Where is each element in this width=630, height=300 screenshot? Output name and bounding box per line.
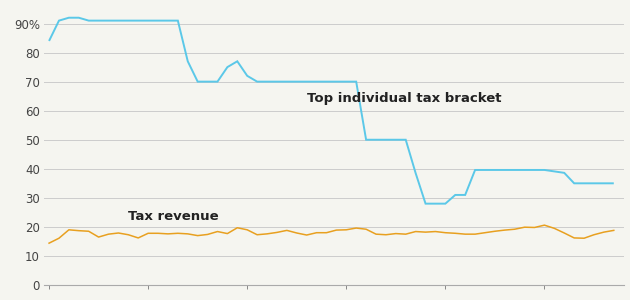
Text: Top individual tax bracket: Top individual tax bracket (307, 92, 501, 105)
Text: Tax revenue: Tax revenue (129, 210, 219, 223)
